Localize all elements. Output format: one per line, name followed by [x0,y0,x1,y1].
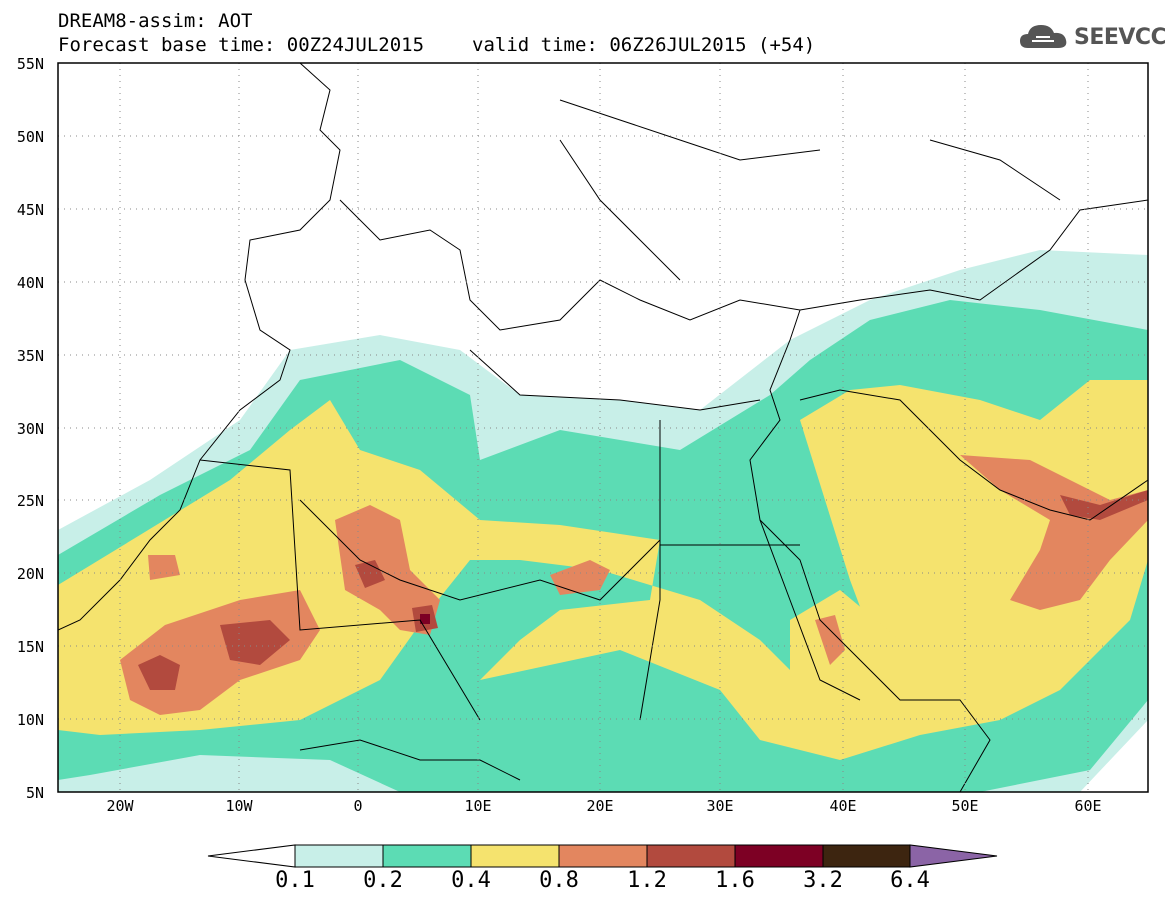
colorbar-tick: 1.6 [715,868,755,893]
lon-label: 30E [706,797,734,815]
colorbar [207,844,998,868]
lat-label: 55N [16,55,44,73]
lat-label: 25N [16,492,44,510]
coastlines [58,63,1148,792]
colorbar-tick: 0.1 [275,868,315,893]
map-title: DREAM8-assim: AOT [58,10,253,32]
lon-label: 50E [951,797,979,815]
colorbar-box [470,844,560,868]
colorbar-tick: 3.2 [803,868,843,893]
aot-band-0.8 [148,555,180,580]
aot-band-1.6 [420,614,430,624]
lat-label: 40N [16,274,44,292]
aot-band-1.2 [138,655,180,690]
lon-label: 0 [353,797,363,815]
colorbar-arrow-low [207,844,296,868]
lon-label: 20E [586,797,614,815]
logo-text: SEEVCCC [1074,24,1165,50]
colorbar-tick: 6.4 [890,868,930,893]
colorbar-tick: 1.2 [627,868,667,893]
colorbar-tick: 0.2 [363,868,403,893]
aot-band-1.2 [1060,490,1148,520]
lon-label: 10W [225,797,253,815]
lat-label: 30N [16,420,44,438]
cloud-icon [1020,25,1067,48]
colorbar-box [558,844,648,868]
map-frame [57,62,1149,793]
lat-label: 5N [25,784,44,802]
lon-label: 60E [1074,797,1102,815]
aot-band-1.2 [355,560,385,588]
colorbar-box [734,844,824,868]
aot-band-0.8 [815,615,845,665]
aot-band-0.8 [550,560,610,595]
lon-label: 10E [464,797,492,815]
lat-label: 50N [16,128,44,146]
colorbar-tick: 0.4 [451,868,491,893]
colorbar-box [822,844,911,868]
colorbar-box [382,844,472,868]
lat-label: 35N [16,347,44,365]
colorbar-tick: 0.8 [539,868,579,893]
aot-field [58,250,1148,792]
colorbar-arrow-high [909,844,998,868]
aot-band-0.8 [335,505,440,635]
lat-label: 10N [16,711,44,729]
colorbar-box [646,844,736,868]
lat-label: 45N [16,201,44,219]
time-info: Forecast base time: 00Z24JUL2015 valid ti… [58,34,815,56]
valid-time: valid time: 06Z26JUL2015 (+54) [472,34,816,56]
lat-label: 15N [16,638,44,656]
aot-band-0.8 [960,455,1148,610]
lon-label: 20W [106,797,134,815]
colorbar-box [294,844,384,868]
lat-label: 20N [16,565,44,583]
base-time: Forecast base time: 00Z24JUL2015 [58,34,425,56]
seevccc-logo: SEEVCCC [1018,20,1165,54]
aot-band-1.2 [220,620,290,665]
lon-label: 40E [829,797,857,815]
